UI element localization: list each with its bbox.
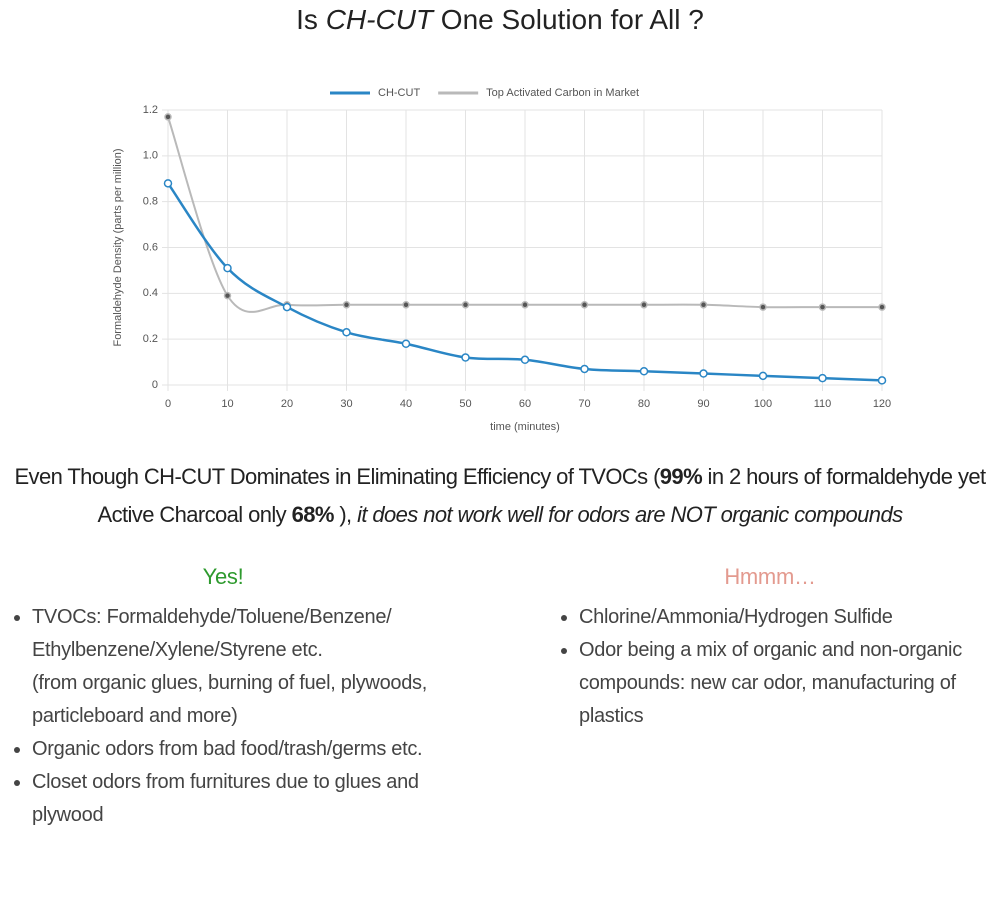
point bbox=[521, 301, 529, 309]
column-heading: Yes! bbox=[202, 564, 244, 589]
chart: 0 0.2 0.4 0.6 0.8 1.0 1.2 0 10 20 30 40 50 60 70 80 90 10… bbox=[112, 87, 891, 433]
x-tick-label: 70 bbox=[578, 398, 590, 410]
point bbox=[640, 301, 648, 309]
summary: Even Though CH-CUT Dominates in Eliminat… bbox=[0, 458, 1000, 534]
hmm-column: Hmmm… Chlorine/Ammonia/Hydrogen Sulfide Od… bbox=[555, 560, 985, 733]
point bbox=[461, 353, 470, 362]
bullet-text: Closet odors from furnitures due to glue… bbox=[32, 771, 419, 826]
legend: CH-CUT Top Activated Carbon in Market bbox=[330, 87, 639, 99]
bullet-item: Organic odors from bad food/trash/germs … bbox=[32, 733, 438, 766]
x-tick-label: 120 bbox=[873, 398, 891, 410]
point bbox=[282, 302, 292, 312]
point bbox=[877, 376, 887, 385]
summary-tail: ), bbox=[333, 502, 358, 527]
bullet-text: Chlorine/Ammonia/Hydrogen Sulfide bbox=[579, 606, 893, 628]
y-tick-label: 0 bbox=[152, 379, 158, 391]
bullet-item: Odor being a mix of organic and non-orga… bbox=[579, 634, 985, 733]
title: Is CH-CUT One Solution for All ? bbox=[0, 4, 1000, 36]
point bbox=[699, 369, 708, 378]
bullet-list: TVOCs: Formaldehyde/Toluene/Benzene/ Eth… bbox=[8, 601, 438, 832]
bullet-text: TVOCs: Formaldehyde/Toluene/Benzene/ Eth… bbox=[32, 606, 392, 661]
point bbox=[639, 367, 649, 376]
x-tick-label: 30 bbox=[340, 398, 352, 410]
bullet-list: Chlorine/Ammonia/Hydrogen Sulfide Odor be… bbox=[555, 601, 985, 733]
y-tick-label: 0.2 bbox=[143, 333, 158, 345]
point bbox=[580, 301, 589, 309]
point bbox=[759, 303, 767, 311]
point bbox=[342, 301, 351, 309]
x-tick-label: 90 bbox=[697, 398, 709, 410]
point bbox=[461, 301, 470, 309]
x-tick-label: 50 bbox=[459, 398, 471, 410]
point bbox=[342, 328, 351, 337]
summary-emphasis: it does not work well for odors are NOT … bbox=[357, 502, 903, 527]
yes-column: Yes! TVOCs: Formaldehyde/Toluene/Benzene/… bbox=[8, 560, 438, 832]
bullet-item: Chlorine/Ammonia/Hydrogen Sulfide bbox=[579, 601, 985, 634]
x-tick-label: 0 bbox=[165, 398, 171, 410]
point bbox=[818, 373, 827, 383]
point bbox=[223, 291, 232, 300]
point bbox=[520, 355, 530, 365]
point bbox=[699, 301, 708, 309]
point bbox=[758, 371, 768, 381]
point bbox=[223, 263, 232, 273]
point bbox=[401, 339, 411, 348]
y-tick-label: 0.6 bbox=[143, 241, 158, 253]
x-tick-label: 110 bbox=[814, 398, 832, 410]
bullet-item: Closet odors from furnitures due to glue… bbox=[32, 766, 438, 832]
x-tick-label: 80 bbox=[638, 398, 650, 410]
stat: 99% bbox=[659, 464, 703, 489]
bullet-text: Organic odors from bad food/trash/germs … bbox=[32, 738, 423, 760]
bullet-item: TVOCs: Formaldehyde/Toluene/Benzene/ Eth… bbox=[32, 601, 438, 733]
summary-middle: in 2 hours of formaldehyde yet Active Ch… bbox=[97, 464, 987, 527]
y-axis-label: Formaldehyde Density (parts per million) bbox=[112, 148, 124, 346]
summary-lead: Even Though CH-CUT Dominates in Eliminat… bbox=[14, 464, 660, 489]
title-suffix: One Solution for All ? bbox=[433, 4, 704, 35]
point bbox=[580, 364, 589, 374]
point bbox=[164, 113, 172, 121]
x-tick-label: 10 bbox=[221, 398, 233, 410]
y-tick-label: 0.8 bbox=[143, 196, 158, 208]
stat: 68% bbox=[291, 502, 335, 527]
bullet-text: Odor being a mix of organic and non-orga… bbox=[579, 639, 962, 727]
point bbox=[878, 303, 886, 311]
column-heading: Hmmm… bbox=[724, 564, 816, 589]
x-tick-label: 100 bbox=[754, 398, 772, 410]
legend-label: CH-CUT bbox=[378, 87, 420, 99]
y-tick-label: 1.2 bbox=[143, 104, 158, 116]
point bbox=[402, 301, 410, 309]
point bbox=[818, 303, 827, 311]
legend-label: Top Activated Carbon in Market bbox=[486, 87, 639, 99]
title-emphasis: CH-CUT bbox=[325, 4, 434, 35]
x-tick-label: 20 bbox=[281, 398, 293, 410]
bullet-text: (from organic glues, burning of fuel, pl… bbox=[32, 672, 428, 727]
x-axis-label: time (minutes) bbox=[490, 421, 560, 433]
point bbox=[163, 179, 173, 188]
x-tick-label: 60 bbox=[519, 398, 531, 410]
x-tick-label: 40 bbox=[400, 398, 412, 410]
title-prefix: Is bbox=[296, 4, 326, 35]
y-tick-label: 0.4 bbox=[143, 287, 158, 299]
y-tick-label: 1.0 bbox=[143, 150, 158, 162]
